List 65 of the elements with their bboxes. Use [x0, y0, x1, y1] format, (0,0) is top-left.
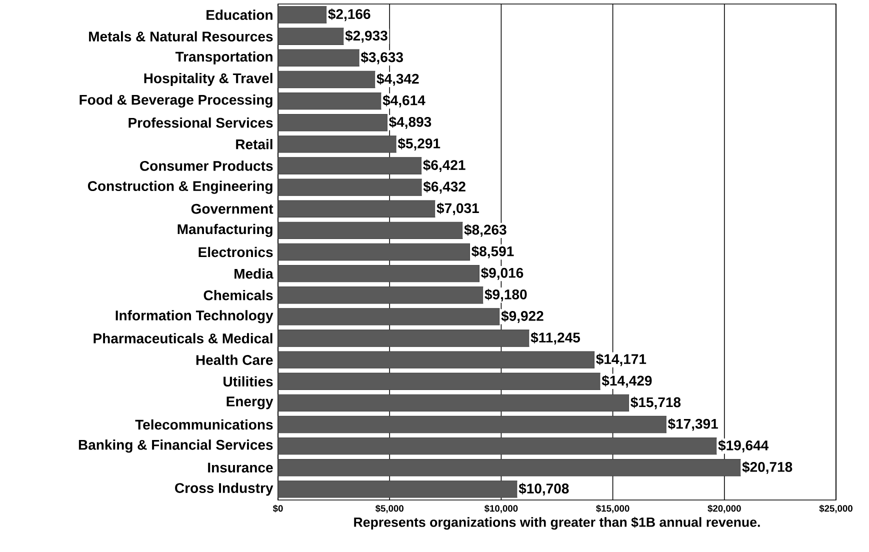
x-tick-label: $10,000 [484, 504, 518, 514]
bar [278, 394, 630, 412]
y-tick-label: Energy [226, 396, 274, 410]
data-label: $6,432 [423, 181, 466, 194]
bar [278, 157, 422, 174]
bar [278, 264, 480, 282]
data-label: $17,391 [668, 418, 718, 431]
bar [278, 200, 436, 218]
data-label: $20,718 [742, 461, 792, 474]
data-label: $6,421 [423, 159, 466, 172]
data-label: $3,633 [360, 52, 403, 64]
y-tick-label: Education [206, 10, 272, 20]
data-label: $8,263 [464, 224, 506, 237]
bar [278, 330, 530, 347]
data-label: $14,429 [602, 375, 652, 388]
data-label: $9,922 [501, 310, 544, 323]
y-tick-label: Consumer Products [140, 160, 273, 171]
y-tick-label: Government [191, 204, 274, 214]
y-tick-label: Professional Services [128, 117, 273, 128]
x-tick-label: $5,000 [375, 504, 404, 514]
y-tick-label: Information Technology [116, 310, 274, 324]
y-tick-label: Construction & Engineering [88, 180, 272, 194]
y-tick-label: Pharmaceuticals & Medical [94, 333, 272, 344]
y-tick-label: Health Care [196, 354, 273, 365]
data-label: $9,016 [481, 267, 524, 280]
y-tick-label: Metals & Natural Resources [89, 31, 273, 42]
bar [278, 459, 741, 476]
y-tick-label: Chemicals [204, 290, 273, 300]
x-axis-title: Represents organizations with greater than $1B annual revenue. [354, 516, 760, 530]
bar [278, 416, 666, 434]
x-tick-label: $20,000 [708, 504, 741, 514]
y-tick-label: Transportation [175, 51, 272, 64]
y-tick-label: Hospitality & Travel [144, 72, 272, 86]
y-tick-label: Electronics [198, 246, 273, 258]
data-label: $2,933 [345, 30, 388, 43]
y-tick-label: Utilities [224, 376, 273, 387]
x-tick-label: $15,000 [596, 504, 630, 514]
data-label: $4,893 [389, 116, 432, 129]
bar [278, 28, 344, 45]
bar [278, 136, 396, 153]
y-tick-label: Cross Industry [175, 482, 274, 496]
data-label: $14,171 [596, 354, 646, 366]
data-label: $15,718 [630, 396, 681, 410]
data-label: $11,245 [530, 332, 580, 345]
x-tick-label: $25,000 [819, 504, 852, 514]
data-label: $8,591 [472, 246, 514, 258]
data-label: $4,614 [382, 94, 426, 108]
bar [278, 178, 422, 196]
y-tick-label: Banking & Financial Services [78, 440, 273, 453]
y-tick-label: Food & Beverage Processing [80, 94, 272, 108]
data-label: $2,166 [328, 8, 370, 22]
y-tick-label: Telecommunications [135, 419, 273, 430]
x-tick-label: $0 [272, 504, 283, 512]
data-label: $4,342 [376, 73, 419, 86]
y-tick-label: Media [234, 268, 274, 279]
data-label: $5,291 [398, 138, 440, 150]
y-tick-label: Insurance [208, 462, 273, 473]
data-label: $9,180 [484, 288, 527, 302]
data-label: $10,708 [518, 482, 569, 496]
bar [278, 6, 327, 24]
bar [278, 480, 518, 498]
y-tick-label: Manufacturing [178, 224, 272, 237]
data-label: $19,644 [718, 440, 769, 452]
y-tick-label: Retail [236, 139, 272, 150]
data-label: $7,031 [436, 202, 479, 216]
